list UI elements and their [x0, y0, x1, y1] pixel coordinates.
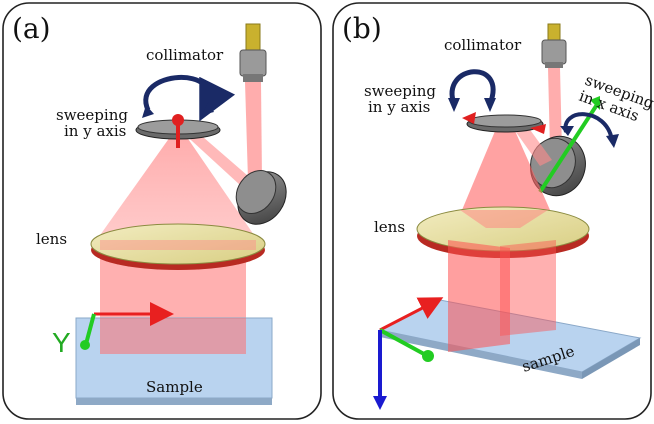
sample-a-label: Sample — [146, 378, 203, 396]
collimator-b-label: collimator — [444, 36, 522, 54]
sweep-arrow-x-b — [563, 112, 614, 141]
scanner-mirror-a — [135, 114, 221, 148]
lens-a-label: lens — [36, 230, 67, 248]
fold-mirror-a — [235, 170, 287, 225]
sweep-y-b-label-2: in y axis — [368, 98, 430, 116]
lens-a — [90, 223, 266, 270]
collimator-a — [239, 23, 267, 82]
collimator-a-label: collimator — [146, 46, 224, 64]
sweep-arrow-y-b — [449, 69, 496, 105]
y-axis-indicator-a — [80, 302, 174, 350]
panel-a: (a) collimator sweeping — [2, 2, 322, 420]
beam-sheet-1-b — [448, 240, 510, 352]
beam-cone-a — [98, 130, 256, 238]
collimator-b — [541, 23, 567, 68]
axis-y-label-a: Y — [52, 327, 71, 358]
sweep-y-a-label-2: in y axis — [64, 122, 126, 140]
sweep-y-a-label-1: sweeping — [56, 106, 128, 124]
beam-collimator-a — [245, 82, 262, 180]
scanner-mirror-y-b — [462, 112, 546, 134]
beam-mirror-to-scanner-a — [180, 124, 262, 196]
beam-collimator-b — [548, 68, 562, 150]
sweep-y-b-label-1: sweeping — [364, 82, 436, 100]
beam-on-sample-a — [100, 318, 246, 354]
sweep-arrow-a — [143, 75, 236, 122]
beam-sheet-2-b — [500, 240, 556, 336]
lens-b-label: lens — [374, 218, 405, 236]
panel-a-label: (a) — [12, 12, 51, 45]
panel-b-label: (b) — [342, 12, 382, 45]
xyz-axis-indicator-b — [373, 297, 444, 410]
beam-cone-b — [462, 124, 550, 210]
panel-b: (b) collimator sweeping in x axis — [332, 2, 654, 420]
